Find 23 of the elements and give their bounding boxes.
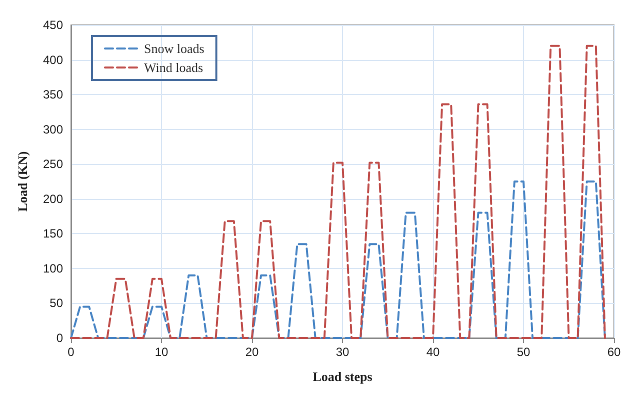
- x-tick-label: 0: [68, 345, 75, 359]
- line-series: [70, 180, 606, 339]
- y-tick-label: 50: [50, 296, 64, 310]
- y-tick-label: 350: [42, 88, 64, 102]
- y-tick-label: 150: [42, 226, 64, 241]
- x-tick-label: 30: [336, 345, 350, 359]
- legend-label: Snow loads: [144, 41, 204, 56]
- legend-label: Wind loads: [144, 60, 204, 75]
- x-axis-title: Load steps: [312, 369, 372, 384]
- y-tick-label: 300: [42, 122, 64, 136]
- y-tick-label: 400: [42, 52, 64, 67]
- x-tick-label: 50: [516, 345, 530, 359]
- y-tick-label: 250: [42, 157, 64, 172]
- y-tick-label: 0: [56, 331, 64, 345]
- y-axis-title: Load (KN): [15, 151, 30, 212]
- x-tick-label: 20: [245, 345, 259, 359]
- y-tick-label: 200: [42, 192, 64, 206]
- y-tick-label: 100: [42, 261, 64, 276]
- y-tick-label: 450: [42, 18, 64, 32]
- x-tick-label: 60: [607, 345, 621, 359]
- x-tick-label: 10: [154, 345, 168, 359]
- line-series: [70, 44, 606, 339]
- x-tick-label: 40: [426, 345, 440, 359]
